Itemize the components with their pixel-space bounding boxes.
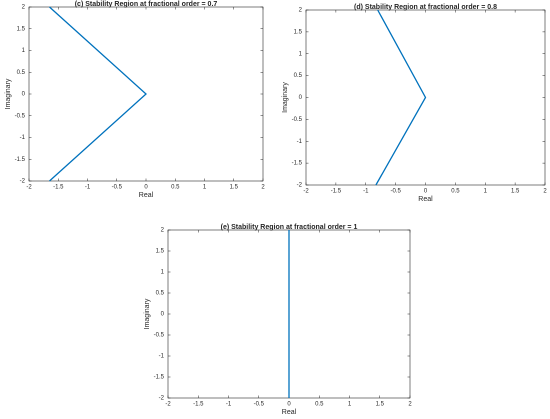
- y-tick-label: -2: [20, 179, 26, 185]
- y-tick-label: -0.5: [154, 333, 165, 339]
- y-tick-label: -1: [159, 354, 165, 360]
- y-tick-label: 2: [161, 228, 165, 234]
- y-tick-label: -1: [297, 139, 303, 145]
- y-tick-label: 0: [161, 312, 165, 318]
- x-tick-label: 0: [287, 402, 291, 408]
- y-tick-label: 0.5: [17, 70, 26, 76]
- y-tick-label: -1: [20, 135, 26, 141]
- x-tick-label: -2: [165, 402, 171, 408]
- x-tick-label: -2: [26, 185, 32, 191]
- x-tick-label: 2: [543, 189, 547, 195]
- y-tick-label: 1.5: [294, 29, 303, 35]
- x-tick-label: 2: [261, 185, 265, 191]
- y-tick-label: 2: [299, 8, 303, 14]
- chart-title: (d) Stability Region at fractional order…: [354, 4, 497, 11]
- y-tick-label: 0.5: [294, 73, 303, 79]
- y-axis-label: Imaginary: [144, 298, 151, 329]
- y-tick-label: 1: [299, 51, 303, 57]
- x-tick-label: -0.5: [254, 402, 265, 408]
- x-tick-label: -1: [363, 189, 369, 195]
- y-tick-label: 1.5: [17, 26, 26, 32]
- x-tick-label: 0: [144, 185, 148, 191]
- y-tick-label: -1.5: [292, 161, 303, 167]
- x-tick-label: 1: [484, 189, 488, 195]
- chart-title: (c) Stability Region at fractional order…: [75, 1, 218, 8]
- x-tick-label: -1.5: [193, 402, 204, 408]
- x-tick-label: -1.5: [331, 189, 342, 195]
- stability-boundary: [49, 6, 147, 182]
- x-tick-label: 1.5: [511, 189, 520, 195]
- y-tick-label: 1: [22, 48, 26, 54]
- x-tick-label: -1: [226, 402, 232, 408]
- x-axis-label: Real: [282, 409, 297, 416]
- chart-title: (e) Stability Region at fractional order…: [221, 224, 358, 231]
- x-tick-label: 0.5: [171, 185, 180, 191]
- x-tick-label: 0.5: [451, 189, 460, 195]
- y-tick-label: 1: [161, 270, 165, 276]
- x-tick-label: 2: [408, 402, 412, 408]
- x-tick-label: 0: [424, 189, 428, 195]
- x-tick-label: 1: [348, 402, 352, 408]
- y-tick-label: 1.5: [156, 249, 165, 255]
- y-tick-label: -2: [297, 183, 303, 189]
- y-tick-label: -1.5: [15, 157, 26, 163]
- y-tick-label: 2: [22, 5, 26, 11]
- y-tick-label: 0: [22, 92, 26, 98]
- y-axis-label: Imaginary: [5, 78, 12, 109]
- x-tick-label: -0.5: [390, 189, 401, 195]
- y-tick-label: -2: [159, 396, 165, 402]
- y-tick-label: -0.5: [15, 113, 26, 119]
- y-tick-label: -1.5: [154, 375, 165, 381]
- x-axis-label: Real: [418, 196, 433, 203]
- x-tick-label: 1: [203, 185, 207, 191]
- x-tick-label: 0.5: [315, 402, 324, 408]
- y-tick-label: -0.5: [292, 117, 303, 123]
- stability-boundary: [375, 9, 427, 186]
- x-tick-label: -1: [85, 185, 91, 191]
- x-tick-label: -0.5: [112, 185, 123, 191]
- x-tick-label: -1.5: [53, 185, 64, 191]
- y-tick-label: 0.5: [156, 291, 165, 297]
- x-axis-label: Real: [139, 192, 154, 199]
- x-tick-label: 1.5: [376, 402, 385, 408]
- x-tick-label: -2: [303, 189, 309, 195]
- y-tick-label: 0: [299, 95, 303, 101]
- y-axis-label: Imaginary: [282, 82, 289, 113]
- x-tick-label: 1.5: [230, 185, 239, 191]
